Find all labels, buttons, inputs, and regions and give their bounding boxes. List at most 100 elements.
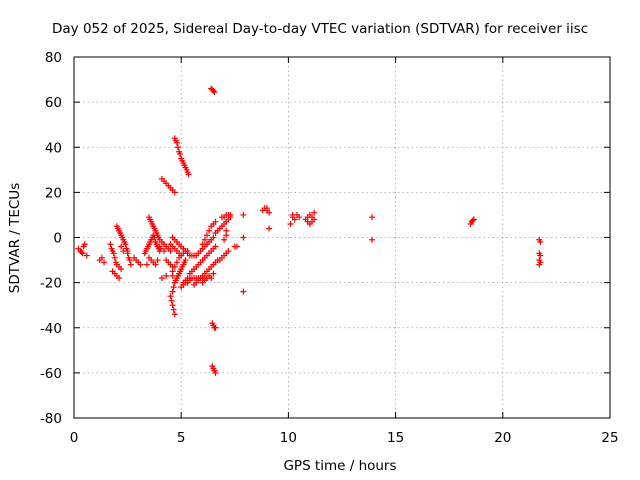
data-point [110, 250, 117, 257]
data-point [240, 288, 247, 295]
data-point [169, 302, 176, 309]
data-point [158, 275, 165, 282]
data-point [537, 252, 544, 259]
data-point [124, 248, 131, 255]
data-point [116, 275, 123, 282]
data-point [118, 243, 125, 250]
data-point [98, 254, 105, 261]
data-point [210, 87, 217, 94]
data-point [170, 306, 177, 313]
data-point [137, 261, 144, 268]
data-point [240, 211, 247, 218]
data-point [83, 252, 90, 259]
data-points [75, 85, 544, 376]
data-point [122, 241, 129, 248]
data-point [470, 216, 477, 223]
data-point [177, 151, 184, 158]
y-tick-label: 40 [45, 140, 62, 156]
data-point [170, 284, 177, 291]
y-tick-label: 0 [53, 231, 62, 247]
axis-ticks [73, 56, 611, 419]
data-point [210, 270, 217, 277]
data-point [174, 144, 181, 151]
data-point [126, 257, 133, 264]
x-tick-labels: 0 5 10 15 20 25 [70, 430, 619, 446]
data-point [182, 257, 189, 264]
grid [74, 57, 610, 418]
data-point [266, 225, 273, 232]
x-tick-label: 10 [280, 430, 297, 446]
data-point [173, 259, 180, 266]
data-point [143, 261, 150, 268]
data-point [118, 266, 125, 273]
data-point [173, 139, 180, 146]
data-point [212, 369, 219, 376]
y-tick-label: -60 [40, 366, 62, 382]
y-tick-label: -20 [40, 276, 62, 292]
data-point [369, 214, 376, 221]
data-point [227, 211, 234, 218]
data-point [201, 236, 208, 243]
x-tick-label: 20 [494, 430, 511, 446]
data-point [296, 214, 303, 221]
data-point [287, 220, 294, 227]
data-point [107, 241, 114, 248]
y-tick-label: -80 [40, 411, 62, 427]
data-point [208, 275, 215, 282]
data-point [311, 209, 318, 216]
data-point [289, 211, 296, 218]
data-point [154, 257, 161, 264]
data-point [168, 297, 175, 304]
data-point [206, 227, 213, 234]
data-point [101, 259, 108, 266]
chart-title: Day 052 of 2025, Sidereal Day-to-day VTE… [52, 21, 588, 37]
data-point [79, 250, 86, 257]
data-point [536, 261, 543, 268]
data-point [186, 277, 193, 284]
data-point [211, 88, 218, 95]
data-point [308, 218, 315, 225]
data-point [178, 252, 185, 259]
data-point [263, 205, 270, 212]
data-point [156, 243, 163, 250]
y-tick-label: 80 [45, 50, 62, 66]
data-point [171, 189, 178, 196]
x-tick-label: 5 [177, 430, 186, 446]
y-axis-label: SDTVAR / TECUs [7, 183, 23, 293]
data-point [78, 249, 85, 256]
data-point [223, 227, 230, 234]
data-point [210, 234, 217, 241]
data-point [163, 272, 170, 279]
data-point [185, 171, 192, 178]
data-point [127, 261, 134, 268]
data-point [81, 241, 88, 248]
data-point [169, 263, 176, 270]
data-point [369, 236, 376, 243]
y-tick-label: 60 [45, 95, 62, 111]
data-point [212, 324, 219, 331]
data-point [221, 236, 228, 243]
data-point [167, 248, 174, 255]
data-point [212, 243, 219, 250]
data-point [161, 248, 168, 255]
data-point [469, 217, 476, 224]
data-point [171, 311, 178, 318]
data-point [212, 218, 219, 225]
x-axis-label: GPS time / hours [283, 458, 396, 474]
data-point [240, 234, 247, 241]
data-point [225, 248, 232, 255]
data-point [169, 288, 176, 295]
y-tick-label: -40 [40, 321, 62, 337]
data-point [152, 261, 159, 268]
y-tick-labels: -80 -60 -40 -20 0 20 40 60 80 [40, 50, 62, 427]
data-point [537, 239, 544, 246]
data-point [291, 216, 298, 223]
data-point [199, 241, 206, 248]
x-tick-label: 25 [601, 430, 618, 446]
data-point [111, 254, 118, 261]
x-tick-label: 15 [387, 430, 404, 446]
data-point [167, 293, 174, 300]
y-tick-label: 20 [45, 185, 62, 201]
data-point [233, 243, 240, 250]
